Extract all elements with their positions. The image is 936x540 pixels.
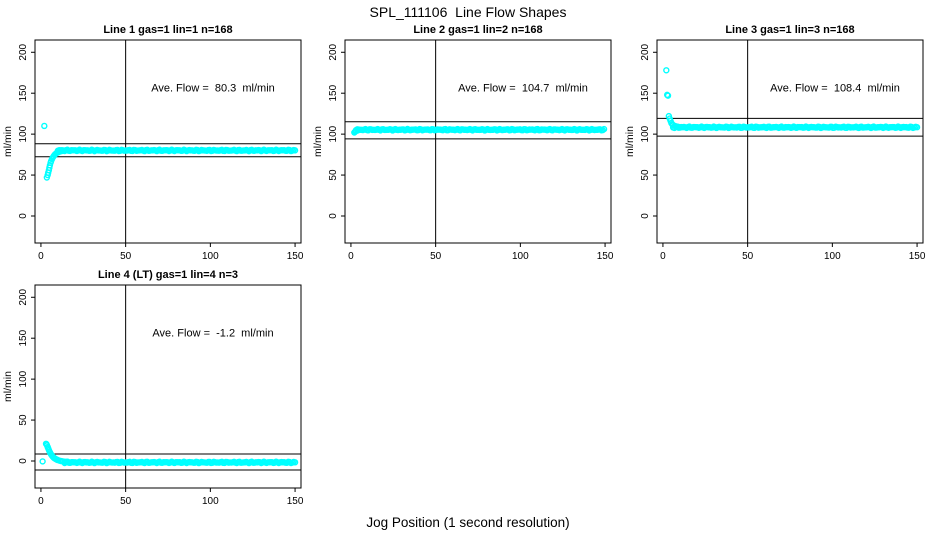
y-tick-label: 0 xyxy=(18,213,29,219)
plot-box xyxy=(656,39,924,244)
x-axis: 0 50 100 150 xyxy=(38,243,304,262)
ave-flow-annotation: Ave. Flow = 104.7 ml/min xyxy=(458,83,588,95)
y-tick-label: 150 xyxy=(18,84,29,101)
x-tick-label: 100 xyxy=(202,496,219,507)
x-tick-label: 0 xyxy=(38,251,44,262)
x-tick-label: 100 xyxy=(512,251,529,262)
panel-line-1: 0 50 100 150 0 50 100 150 200 ml/min Line 1 gas=1 … xyxy=(2,24,304,262)
y-tick-label: 50 xyxy=(18,414,29,426)
x-tick-label: 50 xyxy=(430,251,442,262)
x-tick-label: 0 xyxy=(348,251,354,262)
y-tick-label: 200 xyxy=(640,43,651,60)
panel-line-2: 0 50 100 150 0 50 100 150 200 ml/min Line 2 gas=1 … xyxy=(312,24,614,262)
x-axis: 0 50 100 150 xyxy=(660,243,926,262)
y-axis-title: ml/min xyxy=(624,126,636,157)
panel-line-4: 0 50 100 150 0 50 100 150 200 ml/min Line 4 (LT) g… xyxy=(2,269,304,507)
x-tick-label: 50 xyxy=(742,251,754,262)
y-tick-label: 150 xyxy=(328,84,339,101)
y-tick-label: 150 xyxy=(640,84,651,101)
y-tick-label: 0 xyxy=(640,213,651,219)
y-axis-title: ml/min xyxy=(2,371,14,402)
y-tick-label: 100 xyxy=(18,125,29,142)
y-axis: 0 50 100 150 200 ml/min xyxy=(2,43,35,219)
data-points-series xyxy=(663,67,921,132)
x-tick-label: 50 xyxy=(120,251,132,262)
x-tick-label: 150 xyxy=(287,251,304,262)
x-tick-label: 0 xyxy=(660,251,666,262)
data-points-series xyxy=(41,122,299,181)
ave-flow-annotation: Ave. Flow = 80.3 ml/min xyxy=(151,83,275,95)
data-point xyxy=(291,459,299,466)
y-tick-label: 0 xyxy=(18,458,29,464)
x-tick-label: 150 xyxy=(287,496,304,507)
x-tick-label: 100 xyxy=(824,251,841,262)
y-axis: 0 50 100 150 200 ml/min xyxy=(312,43,345,219)
x-axis: 0 50 100 150 xyxy=(348,243,614,262)
ave-flow-annotation: Ave. Flow = -1.2 ml/min xyxy=(152,328,273,340)
y-tick-label: 50 xyxy=(18,169,29,181)
x-tick-label: 100 xyxy=(202,251,219,262)
panel-title: Line 4 (LT) gas=1 lin=4 n=3 xyxy=(98,269,238,281)
y-tick-label: 200 xyxy=(18,288,29,305)
x-tick-label: 150 xyxy=(597,251,614,262)
data-point xyxy=(41,122,48,130)
data-point xyxy=(913,124,921,131)
data-point xyxy=(39,458,46,465)
x-tick-label: 0 xyxy=(38,496,44,507)
y-axis-title: ml/min xyxy=(312,126,324,157)
y-tick-label: 150 xyxy=(18,329,29,346)
data-points-series xyxy=(39,440,299,467)
data-point xyxy=(664,92,672,99)
y-axis-title: ml/min xyxy=(2,126,14,157)
data-point xyxy=(663,67,670,74)
y-axis: 0 50 100 150 200 ml/min xyxy=(2,288,35,464)
data-point xyxy=(291,147,299,154)
x-axis-label: Jog Position (1 second resolution) xyxy=(366,515,570,530)
panel-title: Line 1 gas=1 lin=1 n=168 xyxy=(103,24,232,36)
y-tick-label: 0 xyxy=(328,213,339,219)
data-points-series xyxy=(351,125,608,136)
y-tick-label: 100 xyxy=(328,125,339,142)
data-point xyxy=(600,125,608,133)
y-tick-label: 50 xyxy=(640,169,651,181)
y-tick-label: 100 xyxy=(640,125,651,142)
y-tick-label: 50 xyxy=(328,169,339,181)
panel-title: Line 2 gas=1 lin=2 n=168 xyxy=(413,24,542,36)
y-tick-label: 200 xyxy=(18,43,29,60)
plot-box xyxy=(344,39,612,244)
plot-box xyxy=(34,39,302,244)
x-tick-label: 50 xyxy=(120,496,132,507)
plot-box xyxy=(34,284,302,489)
ave-flow-annotation: Ave. Flow = 108.4 ml/min xyxy=(770,83,900,95)
panel-line-3: 0 50 100 150 0 50 100 150 200 ml/min Line 3 gas=1 … xyxy=(624,24,926,262)
y-tick-label: 100 xyxy=(18,370,29,387)
x-tick-label: 150 xyxy=(909,251,926,262)
panel-title: Line 3 gas=1 lin=3 n=168 xyxy=(725,24,854,36)
y-axis: 0 50 100 150 200 ml/min xyxy=(624,43,657,219)
x-axis: 0 50 100 150 xyxy=(38,488,304,507)
main-title: SPL_111106 Line Flow Shapes xyxy=(369,4,567,20)
y-tick-label: 200 xyxy=(328,43,339,60)
